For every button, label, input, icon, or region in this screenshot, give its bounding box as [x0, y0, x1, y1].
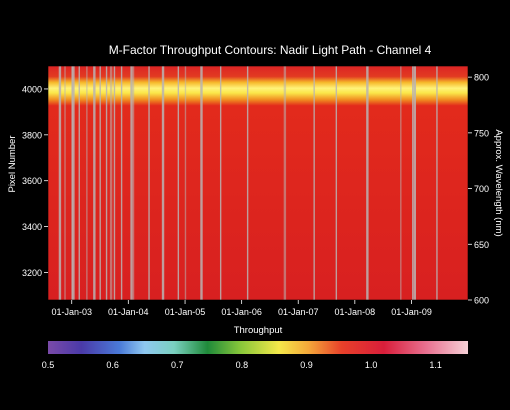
data-gap-line: [93, 66, 96, 300]
y-left-axis-ticks: 3200 3400 3600 3800 4000: [22, 84, 48, 278]
data-gap-line: [436, 66, 438, 300]
y-right-tick-label: 750: [474, 128, 489, 138]
colorbar-gradient: [48, 341, 468, 354]
data-gap-line: [400, 66, 402, 300]
data-gap-line: [246, 66, 249, 300]
heatmap-field: [48, 66, 468, 300]
y-right-axis-label: Approx. Wavelength (nm): [493, 129, 504, 236]
data-gap-line: [313, 66, 315, 300]
data-gap-line: [109, 66, 113, 300]
colorbar-tick-label: 0.5: [42, 360, 55, 370]
data-gap-line: [283, 66, 287, 300]
y-left-axis-label: Pixel Number: [7, 135, 18, 192]
data-gap-line: [99, 66, 101, 300]
y-right-axis-ticks: 600 650 700 750 800: [468, 73, 489, 306]
data-gap-line: [58, 66, 62, 300]
data-gap-line: [177, 66, 180, 300]
data-gap-line: [78, 66, 80, 300]
data-gap-line: [412, 66, 414, 300]
y-right-tick-label: 650: [474, 240, 489, 250]
data-gap-line: [148, 66, 150, 300]
x-tick-label: 01-Jan-09: [391, 307, 432, 317]
data-gap-line: [161, 66, 165, 300]
colorbar-tick-label: 1.0: [365, 360, 378, 370]
data-gap-line: [132, 66, 135, 300]
plot-area: [47, 65, 469, 301]
data-gap-line: [335, 66, 338, 300]
y-right-tick-label: 600: [474, 296, 489, 306]
data-gap-line: [200, 66, 203, 300]
plot-frame: [47, 65, 469, 301]
data-gap-line: [120, 66, 123, 300]
colorbar-tick-label: 0.7: [171, 360, 184, 370]
x-tick-label: 01-Jan-07: [278, 307, 319, 317]
data-gap-line: [130, 66, 133, 300]
colorbar-tick-label: 0.6: [106, 360, 119, 370]
colorbar-ticks: 0.5 0.6 0.7 0.8 0.9 1.0 1.1: [42, 360, 442, 370]
data-gap-line: [71, 66, 73, 300]
y-right-tick-label: 700: [474, 184, 489, 194]
x-tick-label: 01-Jan-08: [335, 307, 376, 317]
x-tick-label: 01-Jan-04: [108, 307, 149, 317]
data-gap-lines: [58, 66, 438, 300]
data-gap-line: [64, 66, 66, 300]
x-tick-label: 01-Jan-05: [165, 307, 206, 317]
data-gap-line: [366, 66, 369, 300]
y-left-tick-label: 3200: [22, 268, 42, 278]
y-right-tick-label: 800: [474, 73, 489, 83]
chart-title: M-Factor Throughput Contours: Nadir Ligh…: [109, 43, 432, 57]
x-axis-ticks: 01-Jan-03 01-Jan-04 01-Jan-05 01-Jan-06 01-J…: [51, 300, 432, 317]
colorbar-tick-label: 0.9: [300, 360, 313, 370]
colorbar: 0.5 0.6 0.7 0.8 0.9 1.0 1.1: [42, 341, 468, 370]
x-axis-label: Throughput: [234, 325, 283, 336]
colorbar-tick-label: 1.1: [429, 360, 442, 370]
data-gap-line: [86, 66, 88, 300]
data-gap-line: [184, 66, 187, 300]
data-gap-line: [105, 66, 108, 300]
x-tick-label: 01-Jan-06: [221, 307, 262, 317]
x-tick-label: 01-Jan-03: [51, 307, 92, 317]
data-gap-line: [113, 66, 116, 300]
y-left-tick-label: 3600: [22, 176, 42, 186]
data-gap-line: [413, 66, 417, 300]
data-gap-line: [219, 66, 222, 300]
data-gap-line: [72, 66, 75, 300]
y-left-tick-label: 3800: [22, 130, 42, 140]
y-left-tick-label: 4000: [22, 84, 42, 94]
y-left-tick-label: 3400: [22, 222, 42, 232]
colorbar-tick-label: 0.8: [236, 360, 249, 370]
